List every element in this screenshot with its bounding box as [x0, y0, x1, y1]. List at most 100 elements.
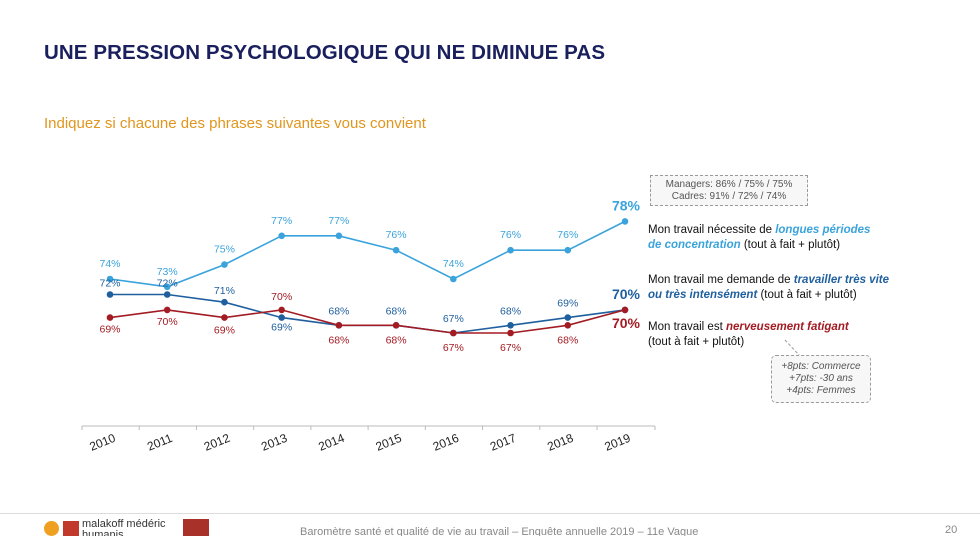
data-label: 68% [557, 334, 578, 346]
series-label-text: Mon travail est [648, 321, 726, 333]
series-label-text: Mon travail me demande de [648, 274, 794, 286]
page-subtitle: Indiquez si chacune des phrases suivante… [44, 115, 426, 132]
data-point [221, 314, 228, 321]
data-label: 70% [271, 291, 292, 303]
series-label-text: Mon travail nécessite de [648, 224, 776, 236]
data-label: 67% [500, 342, 521, 354]
data-label: 70% [612, 315, 641, 331]
data-point [278, 232, 285, 240]
data-point [392, 322, 400, 329]
x-tick-label: 2019 [603, 431, 633, 454]
page-number: 20 [945, 524, 958, 536]
data-label: 70% [157, 316, 178, 328]
data-point [221, 261, 228, 268]
data-label: 74% [99, 258, 120, 270]
malakoff-logo-box-icon [63, 521, 79, 536]
x-tick-label: 2013 [259, 431, 289, 454]
data-label: 73% [157, 266, 178, 278]
note-commerce: +8pts: Commerce [781, 361, 861, 372]
series-label-highlight: longues périodes [775, 224, 871, 236]
data-point [163, 291, 171, 298]
x-tick-label: 2018 [545, 431, 575, 454]
data-point [450, 329, 457, 337]
data-label: 74% [443, 258, 464, 270]
data-point [564, 246, 572, 254]
managers-callout: Managers: 86% / 75% / 75% Cadres: 91% / … [650, 175, 808, 206]
x-tick-label: 2012 [202, 431, 232, 454]
managers-callout-line1: Managers: 86% / 75% / 75% [665, 179, 793, 190]
data-label: 76% [386, 229, 407, 241]
data-label: 70% [612, 286, 641, 302]
series-label-text: (tout à fait + plutôt) [757, 289, 857, 301]
data-point [564, 322, 572, 329]
series-label-highlight: de concentration [648, 239, 741, 251]
data-label: 69% [99, 324, 120, 336]
page-title: UNE PRESSION PSYCHOLOGIQUE QUI NE DIMINU… [44, 41, 606, 64]
notes-callout: +8pts: Commerce +7pts: -30 ans +4pts: Fe… [771, 355, 871, 403]
data-label: 69% [557, 298, 578, 310]
data-label: 72% [99, 278, 120, 290]
data-label: 77% [328, 215, 349, 227]
data-label: 68% [328, 334, 349, 346]
x-tick-label: 2016 [431, 431, 461, 454]
series-label-text: (tout à fait + plutôt) [740, 239, 841, 251]
x-tick-label: 2017 [488, 431, 518, 454]
data-label: 68% [328, 305, 349, 317]
x-tick-label: 2011 [145, 431, 174, 454]
series-label-text: (tout à fait + plutôt) [648, 336, 745, 348]
data-point [507, 246, 514, 254]
data-point [106, 275, 114, 283]
series-label-speed: Mon travail me demande de travailler trè… [648, 273, 889, 303]
data-label: 67% [443, 342, 464, 354]
data-point [507, 329, 514, 337]
series-label-concentration: Mon travail nécessite de longues période… [648, 223, 870, 253]
data-label: 72% [157, 278, 178, 290]
data-point [392, 246, 400, 254]
data-label: 68% [500, 305, 521, 317]
data-point [621, 306, 629, 314]
note-age: +7pts: -30 ans [789, 373, 853, 384]
data-point [335, 322, 343, 329]
line-chart: 2010 2011 2012 2013 2014 2015 2016 2017 2018 2019… [81, 197, 801, 454]
logo-line2: humanis [82, 529, 124, 536]
data-point [221, 298, 228, 306]
data-label: 68% [386, 334, 407, 346]
data-point [507, 322, 514, 329]
x-tick-label: 2014 [316, 431, 346, 454]
partner-logo-icon [183, 519, 209, 536]
data-point [564, 314, 572, 321]
data-point [163, 283, 171, 291]
data-point [278, 306, 285, 314]
data-point [163, 306, 171, 314]
data-point [278, 314, 285, 321]
footer-text: Baromètre santé et qualité de vie au tra… [300, 526, 699, 536]
note-women: +4pts: Femmes [786, 385, 856, 396]
malakoff-logo-icon [44, 521, 59, 536]
x-tick-label: 2015 [374, 431, 404, 454]
series-label-highlight: nerveusement fatigant [725, 321, 849, 333]
series-label-nervous: Mon travail est nerveusement fatigant (t… [648, 320, 849, 350]
data-label: 69% [214, 325, 235, 337]
data-label: 78% [612, 197, 641, 213]
data-label: 76% [500, 229, 521, 241]
data-label: 67% [443, 313, 464, 325]
managers-callout-line2: Cadres: 91% / 72% / 74% [671, 191, 787, 202]
series-label-highlight: travailler très vite [793, 274, 890, 286]
callout-connector [784, 339, 801, 357]
data-label: 69% [271, 322, 292, 334]
malakoff-logo-text: malakoff médéric humanis [82, 519, 166, 536]
data-point [335, 232, 343, 240]
data-point [106, 314, 114, 321]
series-line-3 [109, 309, 626, 334]
data-label: 71% [214, 285, 235, 297]
footer-divider [0, 513, 980, 514]
data-label: 77% [271, 215, 292, 227]
series-line-1 [109, 220, 626, 288]
data-label: 76% [557, 229, 578, 241]
data-label: 68% [386, 305, 407, 317]
logo-line1: malakoff médéric [82, 518, 166, 530]
data-label: 75% [214, 244, 235, 256]
data-point [106, 291, 114, 298]
x-tick-label: 2010 [87, 431, 117, 454]
data-point [450, 275, 457, 283]
